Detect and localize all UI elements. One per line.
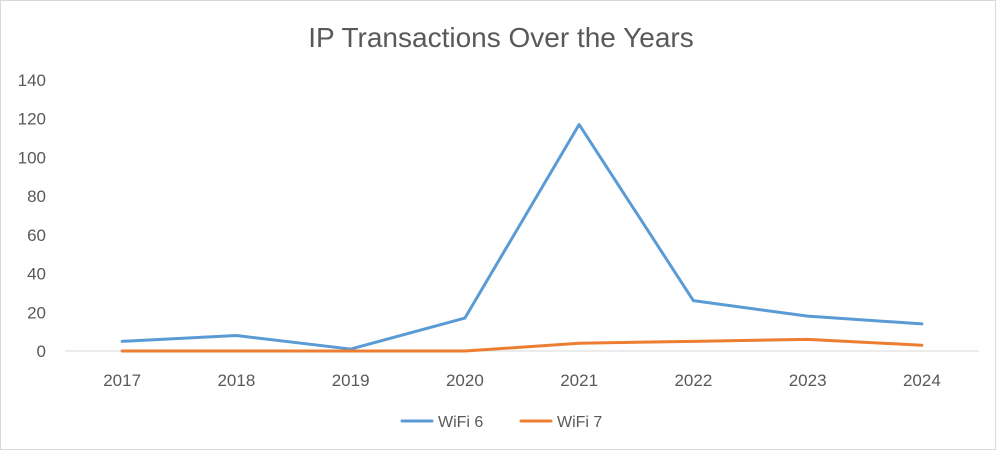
x-tick-label: 2018 <box>217 371 255 390</box>
y-axis-tick-labels: 0 20 40 60 80 100 120 140 <box>18 71 46 361</box>
x-axis-tick-labels: 2017 2018 2019 2020 2021 2022 2023 2024 <box>103 371 941 390</box>
x-tick-label: 2022 <box>674 371 712 390</box>
y-tick-label: 40 <box>27 265 46 284</box>
legend-label: WiFi 7 <box>557 414 602 431</box>
legend-item: WiFi 7 <box>519 414 602 431</box>
y-tick-label: 0 <box>37 342 46 361</box>
y-tick-label: 60 <box>27 226 46 245</box>
chart-title: IP Transactions Over the Years <box>308 22 693 53</box>
legend-item: WiFi 6 <box>400 414 483 431</box>
series-line-wifi-6 <box>120 123 924 351</box>
x-tick-label: 2021 <box>560 371 598 390</box>
y-tick-label: 120 <box>18 110 46 129</box>
series-line-wifi-7 <box>120 337 924 353</box>
x-tick-label: 2019 <box>332 371 370 390</box>
x-tick-label: 2020 <box>446 371 484 390</box>
y-tick-label: 140 <box>18 71 46 90</box>
y-tick-label: 100 <box>18 148 46 167</box>
y-tick-label: 20 <box>27 303 46 322</box>
x-tick-label: 2024 <box>903 371 941 390</box>
series-lines <box>120 123 924 353</box>
x-tick-label: 2017 <box>103 371 141 390</box>
legend: WiFi 6 WiFi 7 <box>400 414 602 431</box>
x-tick-label: 2023 <box>789 371 827 390</box>
y-tick-label: 80 <box>27 187 46 206</box>
legend-label: WiFi 6 <box>438 414 483 431</box>
